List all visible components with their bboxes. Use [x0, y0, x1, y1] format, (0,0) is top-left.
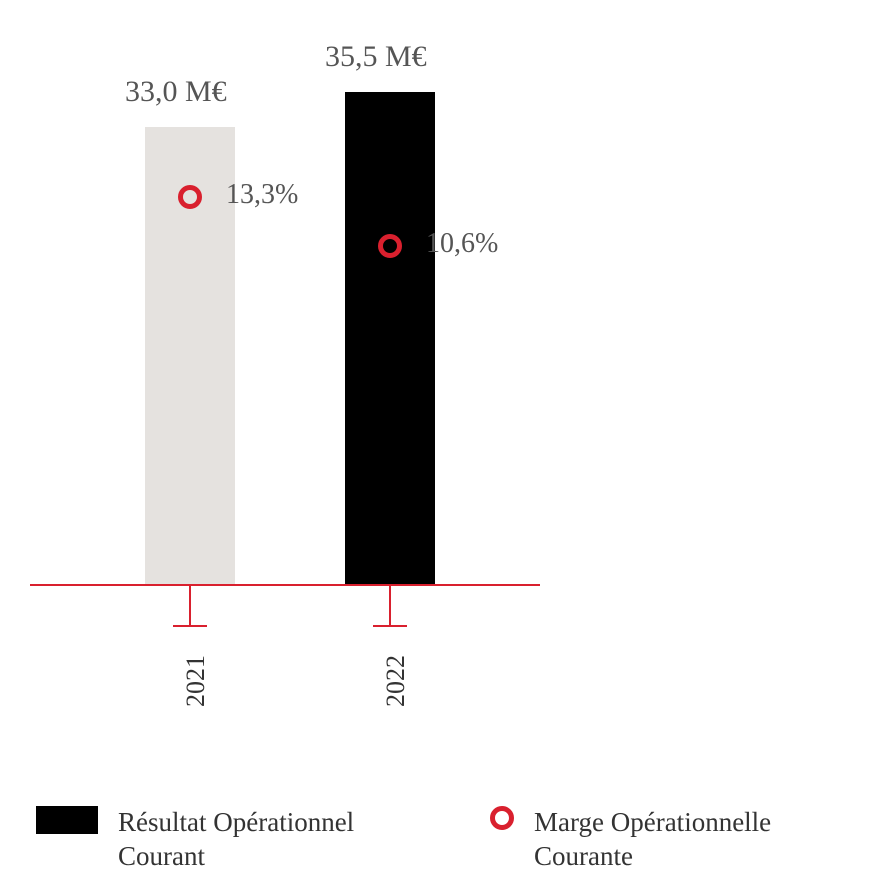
- margin-marker-2021: [178, 185, 202, 209]
- legend-text-marge: Marge Opérationnelle Courante: [534, 806, 771, 874]
- x-tick-foot-2021: [173, 625, 207, 627]
- legend-swatch-bar: [36, 806, 98, 834]
- legend-item-resultat: Résultat Opérationnel Courant: [36, 806, 354, 874]
- legend-item-marge: Marge Opérationnelle Courante: [490, 806, 771, 874]
- legend-text-marge-line1: Marge Opérationnelle: [534, 806, 771, 840]
- legend-text-resultat-line2: Courant: [118, 840, 354, 874]
- legend-text-resultat: Résultat Opérationnel Courant: [118, 806, 354, 874]
- chart-container: 33,0 M€ 35,5 M€ 13,3% 10,6% 2021 2022 Ré…: [0, 0, 872, 896]
- legend-text-resultat-line1: Résultat Opérationnel: [118, 806, 354, 840]
- bar-2022: [345, 92, 435, 585]
- x-tick-2022: [389, 585, 391, 625]
- bar-label-2021: 33,0 M€: [125, 75, 227, 109]
- bar-label-2022: 35,5 M€: [325, 40, 427, 74]
- legend-swatch-ring: [490, 806, 514, 830]
- x-axis-line: [30, 584, 540, 586]
- margin-label-2022: 10,6%: [426, 228, 498, 260]
- legend-text-marge-line2: Courante: [534, 840, 771, 874]
- plot-area: 33,0 M€ 35,5 M€ 13,3% 10,6%: [60, 30, 530, 585]
- x-tick-label-2022: 2022: [381, 655, 411, 707]
- margin-label-2021: 13,3%: [226, 179, 298, 211]
- x-tick-2021: [189, 585, 191, 625]
- x-tick-foot-2022: [373, 625, 407, 627]
- x-tick-label-2021: 2021: [181, 655, 211, 707]
